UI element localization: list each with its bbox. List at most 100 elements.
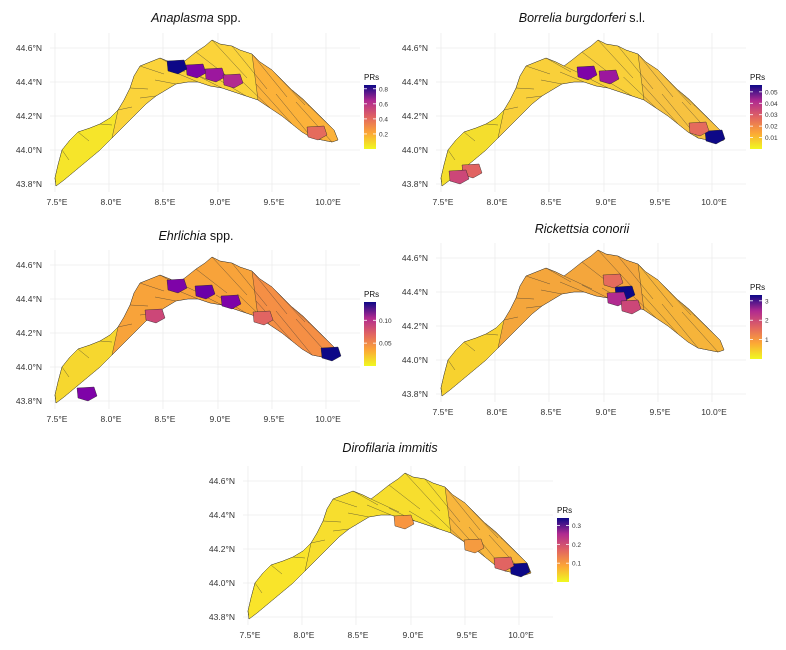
panel-borrelia: Borrelia burgdorferi s.l. 44.6°N 44.4°N 44.… <box>402 11 778 207</box>
municipality-border <box>695 315 703 323</box>
municipality-border <box>117 323 133 328</box>
municipality-border <box>332 528 350 532</box>
municipality-border <box>251 53 288 98</box>
east-municipalities <box>637 263 725 353</box>
panel-anaplasma: Anaplasma spp. 44.6°N 44.4°N 44.2°N 44.0°N 43… <box>16 11 389 207</box>
legend-colorbar <box>364 302 376 366</box>
east-municipalities <box>444 486 532 576</box>
municipality-border <box>366 504 392 516</box>
legend-colorbar <box>364 85 376 149</box>
y-tick-label: 44.4°N <box>16 294 42 304</box>
west-municipalities <box>54 326 119 404</box>
municipality-border <box>693 314 721 341</box>
legend-tick-label: 0.02 <box>765 124 778 131</box>
x-tick-label: 8.0°E <box>487 197 508 207</box>
municipality-border <box>500 537 528 564</box>
municipality-border <box>247 610 249 616</box>
municipality-border <box>503 106 519 111</box>
x-tick-label: 9.0°E <box>403 630 424 640</box>
x-tick-label: 10.0°E <box>508 630 534 640</box>
municipality-border <box>661 303 699 349</box>
legend-title: PRs <box>364 73 379 82</box>
municipality-border <box>515 87 535 90</box>
y-tick-label: 44.6°N <box>209 476 235 486</box>
y-tick-label: 44.2°N <box>16 111 42 121</box>
legend-tick-label: 0.04 <box>765 101 778 108</box>
municipality-border <box>637 263 674 308</box>
municipality-border <box>310 539 326 544</box>
x-tick-label: 9.5°E <box>650 197 671 207</box>
x-tick-label: 8.5°E <box>541 407 562 417</box>
municipality-border <box>677 299 696 317</box>
panel-ehrlichia: Ehrlichia spp. 44.6°N 44.4°N 44.2°N 44.0°N 43… <box>16 229 392 424</box>
legend-tick-label: 0.1 <box>572 561 581 568</box>
municipality-border <box>54 394 56 400</box>
legend-tick-label: 0.05 <box>765 89 778 96</box>
municipality-border <box>129 87 149 90</box>
legend-tick-label: 0.2 <box>572 542 581 549</box>
municipality-border <box>657 279 692 316</box>
x-tick-label: 7.5°E <box>433 197 454 207</box>
municipality-border <box>309 105 317 113</box>
municipality-border <box>370 498 400 513</box>
panel-title: Borrelia burgdorferi s.l. <box>519 11 645 25</box>
municipality-border <box>129 304 149 307</box>
high-prs-municipality <box>493 556 515 572</box>
panel-dirofilaria: Dirofilaria immitis 44.6°N 44.4°N 44.2°N 44.… <box>209 441 582 640</box>
municipality-border <box>404 472 441 512</box>
legend-tick-label: 0.03 <box>765 112 778 119</box>
municipality-border <box>255 83 293 125</box>
y-tick-label: 44.4°N <box>209 510 235 520</box>
x-tick-label: 9.0°E <box>210 414 231 424</box>
y-tick-label: 44.2°N <box>402 321 428 331</box>
panel-title: Dirofilaria immitis <box>342 441 437 455</box>
y-tick-label: 44.4°N <box>402 77 428 87</box>
municipality-border <box>525 65 551 75</box>
legend-tick-label: 0.6 <box>379 101 388 108</box>
x-tick-label: 7.5°E <box>240 630 261 640</box>
municipality-border <box>291 89 310 107</box>
municipality-border <box>641 83 679 125</box>
high-prs-municipality <box>602 273 624 289</box>
high-prs-municipality <box>166 59 188 75</box>
x-tick-label: 9.5°E <box>457 630 478 640</box>
municipality-border <box>525 275 551 285</box>
x-tick-label: 10.0°E <box>315 414 341 424</box>
municipality-border <box>525 95 543 99</box>
municipality-border <box>388 484 421 510</box>
y-tick-label: 44.6°N <box>16 260 42 270</box>
legend-tick-label: 2 <box>765 318 769 325</box>
legend-tick-label: 3 <box>765 298 769 305</box>
y-tick-label: 44.0°N <box>16 145 42 155</box>
high-prs-municipality <box>463 538 485 554</box>
x-tick-label: 9.0°E <box>596 407 617 417</box>
x-tick-label: 8.0°E <box>101 197 122 207</box>
municipality-border <box>597 249 634 289</box>
high-prs-municipality <box>166 278 188 294</box>
high-prs-municipality <box>222 73 244 89</box>
municipality-border <box>545 267 572 283</box>
municipality-border <box>559 281 585 293</box>
municipality-border <box>617 255 654 300</box>
x-tick-label: 9.0°E <box>210 197 231 207</box>
municipality-border <box>99 340 113 343</box>
high-prs-municipality <box>509 562 531 578</box>
y-tick-label: 43.8°N <box>16 396 42 406</box>
legend-title: PRs <box>750 73 765 82</box>
legend-tick-label: 0.4 <box>379 116 388 123</box>
municipality-border <box>485 333 499 336</box>
municipality-border <box>275 93 313 139</box>
municipality-border <box>424 478 461 523</box>
municipality-border <box>503 316 519 321</box>
x-tick-label: 8.5°E <box>348 630 369 640</box>
municipality-border <box>61 366 70 378</box>
x-tick-label: 9.0°E <box>596 197 617 207</box>
legend-tick-label: 1 <box>765 337 769 344</box>
municipality-border <box>332 498 358 508</box>
high-prs-municipality <box>220 294 242 310</box>
x-tick-label: 9.5°E <box>264 197 285 207</box>
west-municipalities <box>440 319 505 397</box>
high-prs-municipality <box>704 129 726 145</box>
municipality-border <box>309 322 317 330</box>
